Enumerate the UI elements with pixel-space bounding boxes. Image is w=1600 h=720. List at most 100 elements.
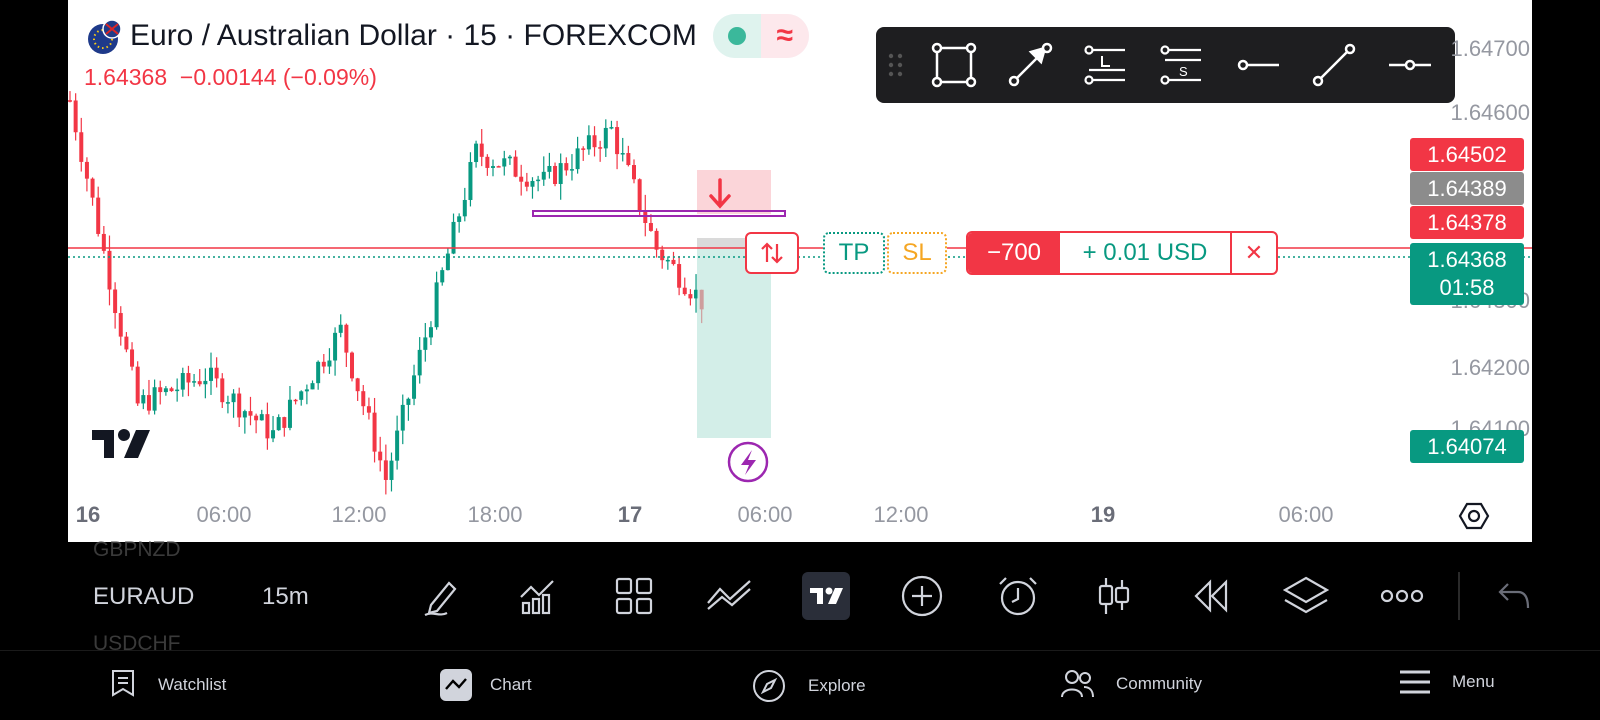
indicators-icon[interactable] [514,572,562,620]
candle-body [361,391,366,407]
nav-chart[interactable]: Chart [440,669,532,701]
price-tick: 1.64200 [1450,355,1530,380]
candle-body [536,179,541,182]
time-tick: 06:00 [1278,502,1334,527]
nav-watchlist[interactable]: Watchlist [110,669,226,701]
symbol-next[interactable]: USDCHF [93,632,181,655]
add-icon[interactable] [898,572,946,620]
candle-body [383,460,388,480]
tradingview-logo-icon [92,429,150,458]
nav-community[interactable]: Community [1060,669,1202,699]
candle-body [327,360,332,367]
candle-body [338,324,343,333]
candle-body [366,406,371,413]
reverse-position-button[interactable] [745,232,799,274]
candle-body [152,387,157,411]
horizontal-line-icon[interactable] [1372,27,1448,103]
close-position-icon[interactable]: ✕ [1244,240,1264,265]
time-tick: 06:00 [737,502,793,527]
position-pnl: + 0.01 USD [1060,233,1232,273]
time-tick: 16 [75,502,101,527]
rectangle-icon[interactable] [916,27,992,103]
horizontal-ray-icon[interactable] [1220,27,1296,103]
reverse-icon [761,242,783,264]
interval-selector[interactable]: 15m [262,583,309,610]
layers-icon[interactable] [1282,572,1330,620]
candle-body [547,165,552,172]
candle-body [434,282,439,328]
entry-zone [697,238,771,248]
grip-icon[interactable] [876,27,916,103]
more-icon[interactable] [1378,572,1426,620]
chart-area[interactable]: Euro / Australian Dollar · 15 · FOREXCOM… [68,0,1532,542]
position-quantity[interactable]: −700 [968,233,1060,273]
candle-body [68,100,72,102]
candle-body [158,387,163,393]
candle-body [287,399,292,428]
candle-body [344,324,349,353]
candle-body [107,250,112,290]
stop-loss-zone[interactable] [697,170,771,214]
replay-icon[interactable] [1186,572,1234,620]
candle-body [350,352,354,379]
candle-body [299,391,304,400]
take-profit-button[interactable]: TP [823,232,885,274]
drawing-toolbar[interactable]: S [876,27,1455,103]
candle-body [73,100,78,133]
horizontal-line-drawing[interactable] [532,210,786,217]
candle-body [225,402,230,404]
symbol-prev[interactable]: GBPNZD [93,538,181,561]
candle-body [406,398,411,405]
change-value: −0.00144 (−0.09%) [179,64,377,90]
candle-body [660,249,665,261]
candle-body [242,411,247,418]
candle-body [479,143,484,157]
short-position-icon[interactable]: S [1144,27,1220,103]
undo-icon[interactable] [1490,572,1538,620]
candle-body [395,430,400,461]
candle-body [671,259,676,265]
trend-line-icon[interactable] [1296,27,1372,103]
candle-body [146,395,151,411]
candle-body [113,289,118,314]
candle-body [519,176,524,182]
price-tick: 1.64700 [1450,36,1530,61]
compare-icon[interactable] [706,572,754,620]
pencil-icon[interactable] [418,572,466,620]
symbol-title[interactable]: Euro / Australian Dollar · 15 · FOREXCOM [130,19,697,52]
nav-menu[interactable]: Menu [1400,669,1495,695]
time-tick: 12:00 [331,502,387,527]
candle-body [603,127,608,149]
chart-type-icon[interactable] [1090,572,1138,620]
long-position-icon[interactable] [1068,27,1144,103]
candle-body [372,412,377,452]
chart-settings-icon[interactable] [1456,498,1492,534]
svg-text:S: S [1179,64,1188,79]
candle-body [569,169,574,171]
candle-body [141,395,146,404]
eur-aud-flag-icon [88,19,122,54]
time-tick: 06:00 [196,502,252,527]
stop-loss-button[interactable]: SL [887,232,947,274]
sell-arrow-icon [709,178,731,209]
candle-body [541,171,546,180]
candle-body [293,399,298,402]
tradingview-button[interactable] [802,572,850,620]
symbol-current[interactable]: EURAUD [93,583,195,610]
candle-body [462,199,467,217]
candle-body [457,216,462,222]
chart-canvas[interactable] [68,0,1532,542]
nav-explore[interactable]: Explore [752,669,866,703]
candle-body [214,367,219,379]
market-status-pill[interactable]: ≈ [712,14,809,58]
symbol-header[interactable]: Euro / Australian Dollar · 15 · FOREXCOM… [84,14,809,58]
candle-body [271,430,276,439]
position-line-panel[interactable]: −700 + 0.01 USD ✕ [966,231,1278,275]
take-profit-zone[interactable] [697,248,771,438]
layout-grid-icon[interactable] [610,572,658,620]
arrow-icon[interactable] [992,27,1068,103]
lightning-icon[interactable] [727,441,769,483]
alarm-icon[interactable] [994,572,1042,620]
candle-body [118,313,123,337]
candle-body [637,179,642,211]
